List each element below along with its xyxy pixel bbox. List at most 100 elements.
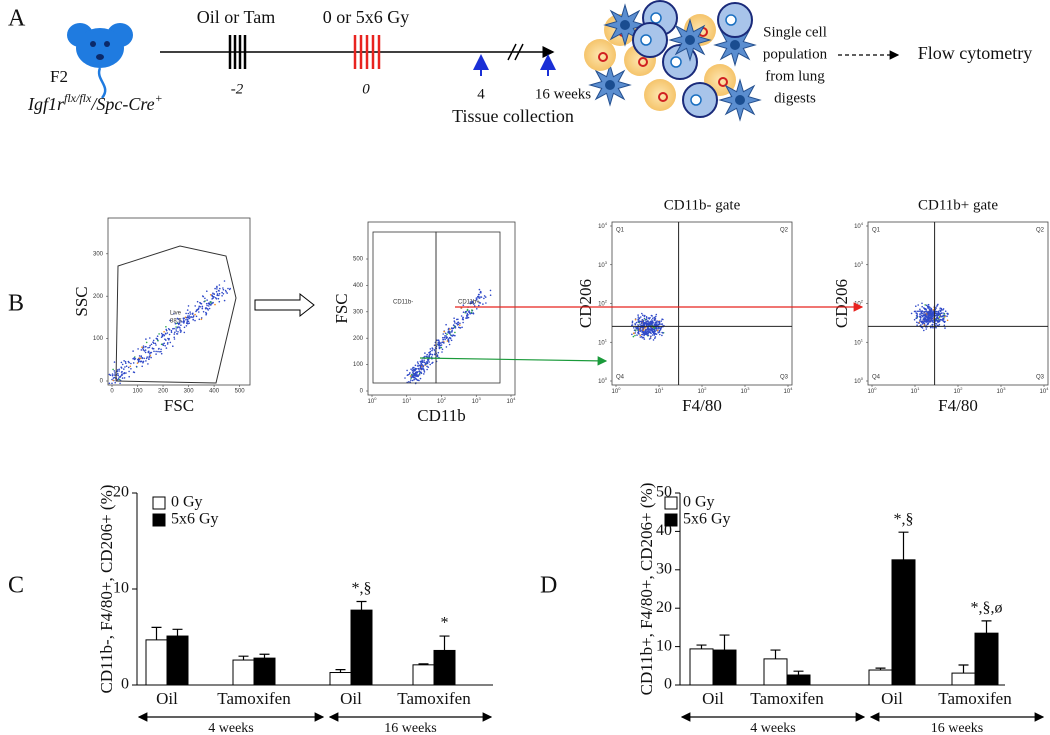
readout-label: Flow cytometry	[918, 43, 1033, 63]
event-dot	[458, 326, 460, 329]
nucleus	[638, 57, 648, 67]
bar	[891, 559, 916, 686]
y-axis-label: FSC	[332, 293, 351, 323]
event-dot	[125, 362, 127, 365]
gate-arrow	[419, 356, 608, 366]
plot-frame	[107, 217, 251, 386]
event-dot	[417, 367, 420, 370]
event-dot	[420, 368, 423, 371]
event-dot	[443, 330, 446, 333]
event-dot	[647, 317, 650, 319]
event-dot	[441, 351, 443, 353]
event-dot	[466, 312, 469, 315]
event-dot	[178, 322, 181, 325]
event-dot	[639, 334, 641, 337]
event-dot	[218, 300, 221, 303]
log-base: 10	[612, 389, 619, 395]
event-dot	[142, 346, 145, 349]
event-dot	[940, 319, 943, 321]
event-dot	[635, 321, 638, 324]
event-dot	[655, 329, 658, 331]
event-dot	[444, 335, 446, 337]
event-dot	[149, 337, 151, 339]
event-dot	[416, 361, 419, 363]
event-dot	[202, 295, 205, 298]
bar	[145, 639, 168, 686]
treatment-label: Oil or Tam	[197, 7, 275, 27]
event-dot	[178, 326, 180, 328]
event-dot	[466, 308, 469, 311]
event-dot	[145, 357, 148, 360]
collection-label: Tissue collection	[452, 106, 574, 126]
event-dot	[462, 304, 465, 307]
event-dot	[651, 334, 654, 336]
event-dot	[136, 362, 139, 364]
event-dot	[462, 316, 464, 319]
tick-label: 103	[598, 260, 608, 269]
gate-name: CD11b+	[458, 300, 480, 306]
event-dot	[145, 338, 147, 340]
event-dot	[224, 289, 227, 292]
event-dot	[644, 318, 647, 321]
event-dot	[442, 336, 444, 339]
event-dot	[113, 361, 116, 363]
event-dot	[415, 368, 418, 370]
event-dot	[484, 296, 487, 298]
event-dot	[436, 354, 439, 356]
event-dot	[923, 329, 925, 332]
event-dot	[944, 310, 947, 313]
event-dot	[217, 289, 220, 292]
tick-label: 0	[360, 389, 364, 395]
log-exponent: 2	[444, 396, 447, 401]
event-dot	[120, 367, 123, 369]
event-dot	[925, 310, 928, 313]
event-dot	[919, 308, 921, 311]
event-dot	[206, 304, 208, 307]
event-dot	[646, 317, 648, 319]
event-dot	[943, 313, 946, 315]
event-dot	[648, 322, 650, 324]
event-dot	[483, 295, 486, 297]
event-dot	[646, 330, 648, 333]
event-dot	[165, 326, 167, 328]
event-dot	[946, 319, 949, 322]
legend-swatch	[664, 496, 678, 510]
event-dot	[634, 329, 637, 332]
quadrant-label: Q3	[780, 375, 789, 381]
event-dot	[937, 320, 939, 322]
legend-label: 0 Gy	[171, 494, 203, 511]
log-exponent: 4	[605, 221, 608, 226]
event-dot	[124, 360, 127, 363]
event-dot	[114, 381, 116, 384]
event-dot	[410, 379, 412, 381]
panel-letter: A	[8, 6, 26, 32]
events	[910, 302, 949, 332]
event-dot	[944, 314, 946, 317]
event-dot	[929, 312, 931, 315]
event-dot	[918, 310, 920, 313]
tick-label: 300	[93, 251, 104, 257]
event-dot	[118, 376, 120, 378]
event-dot	[915, 305, 917, 308]
gate-value: 88.5	[170, 319, 182, 325]
event-dot	[201, 307, 204, 310]
event-dot	[132, 362, 135, 364]
event-dot	[140, 349, 143, 351]
tick-label: 103	[472, 396, 482, 405]
event-dot	[182, 320, 185, 323]
event-dot	[639, 328, 642, 330]
event-dot	[175, 328, 177, 330]
bar	[412, 664, 435, 686]
x-axis-label: F4/80	[938, 396, 978, 415]
event-dot	[142, 360, 145, 363]
legend-label: 0 Gy	[683, 494, 715, 511]
event-dot	[198, 305, 200, 308]
event-dot	[927, 303, 930, 306]
event-dot	[225, 291, 227, 293]
event-dot	[217, 297, 220, 300]
bar	[232, 659, 255, 686]
event-dot	[412, 366, 414, 369]
event-dot	[212, 301, 214, 304]
event-dot	[483, 297, 485, 300]
event-dot	[108, 382, 111, 385]
